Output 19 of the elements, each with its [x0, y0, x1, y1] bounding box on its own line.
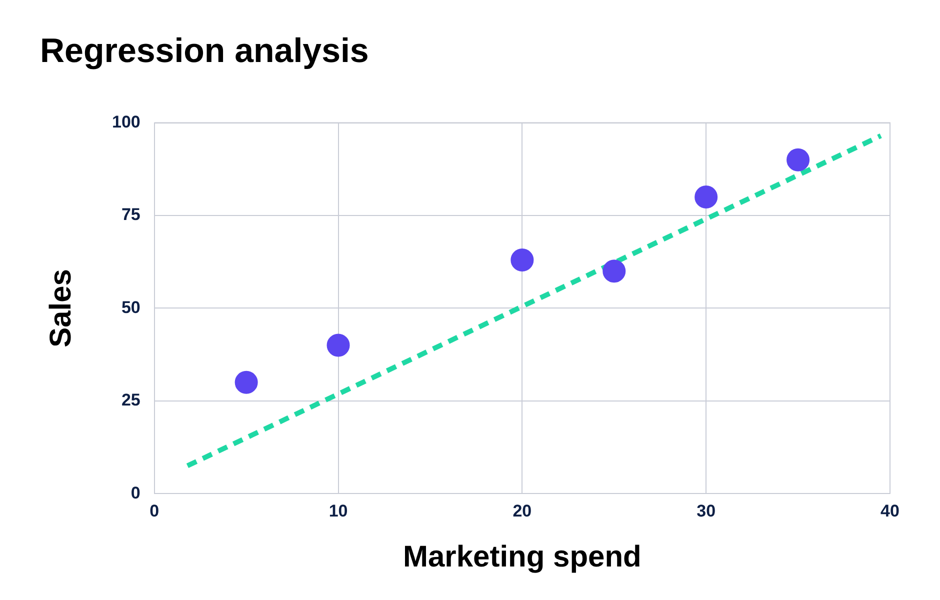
point	[510, 248, 534, 272]
y-axis-title: Sales	[44, 268, 78, 348]
y-tick-label: 100	[112, 112, 140, 132]
point	[694, 185, 718, 208]
x-axis-title: Marketing spend	[402, 540, 642, 574]
point	[786, 148, 810, 172]
point	[602, 260, 626, 283]
x-tick-label: 40	[880, 501, 900, 520]
x-tick-label: 30	[696, 501, 716, 520]
x-tick-label: 20	[512, 501, 532, 520]
y-tick-label: 25	[121, 390, 140, 410]
y-tick-label: 0	[130, 483, 140, 502]
point	[326, 334, 350, 357]
x-tick-label: 0	[150, 501, 160, 520]
y-tick-label: 75	[121, 205, 140, 224]
point	[234, 370, 258, 394]
y-tick-label: 50	[121, 298, 140, 317]
chart-title: Regression analysis	[40, 32, 369, 70]
x-tick-label: 10	[328, 501, 348, 520]
